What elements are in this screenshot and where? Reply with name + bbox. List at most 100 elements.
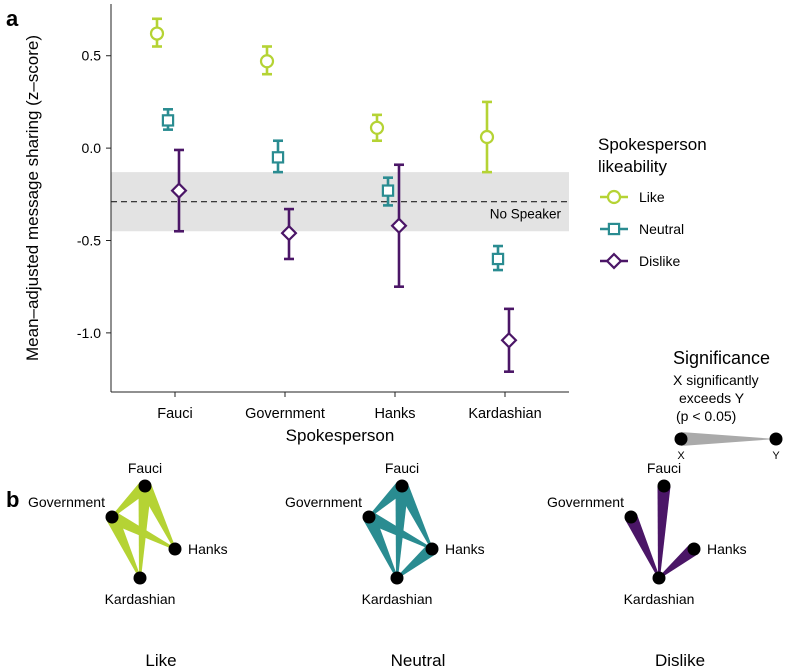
network-title-like: Like	[145, 651, 176, 670]
edge-government-kardashian	[625, 514, 660, 579]
legend-entry-dislike: Dislike	[600, 252, 680, 270]
point-dislike-fauci	[170, 148, 188, 233]
y-tick-label: 0.5	[82, 48, 102, 64]
point-dislike-government	[280, 207, 298, 261]
likeability-legend: Spokesperson likeability Like Neutral Disl…	[598, 135, 707, 270]
no-speaker-label: No Speaker	[490, 207, 562, 222]
panel-label-a: a	[6, 6, 19, 31]
x-tick-label: Fauci	[157, 406, 192, 422]
edge-government-hanks	[109, 511, 176, 550]
node-hanks	[687, 542, 701, 556]
point-like-kardashian	[479, 100, 495, 174]
significance-node-x	[674, 432, 688, 446]
node-hanks	[425, 542, 439, 556]
node-government	[105, 510, 119, 524]
square-marker	[271, 151, 285, 164]
node-label-hanks: Hanks	[707, 541, 747, 557]
diamond-marker	[500, 331, 518, 349]
legend-title-line1: Spokesperson	[598, 135, 707, 154]
y-tick-label: -0.5	[77, 232, 101, 248]
x-tick-label: Hanks	[374, 406, 415, 422]
node-kardashian	[652, 571, 666, 585]
node-fauci	[395, 479, 409, 493]
node-government	[362, 510, 376, 524]
node-kardashian	[133, 571, 147, 585]
circle-marker	[479, 129, 495, 145]
network-neutral: Fauci Government Hanks Kardashian Neutral	[285, 460, 485, 670]
y-axis-title: Mean–adjusted message sharing (z–score)	[23, 35, 42, 361]
significance-line2: exceeds Y	[679, 390, 745, 406]
panel-a-plot: No Speaker -1.0 -0.5 0.0 0.5 Fauci Governmen…	[23, 4, 569, 445]
legend-entry-label: Neutral	[639, 221, 684, 237]
network-title-dislike: Dislike	[655, 651, 705, 670]
network-title-neutral: Neutral	[391, 651, 446, 670]
network-dislike: Fauci Government Hanks Kardashian Dislike	[547, 460, 747, 670]
diamond-marker	[170, 182, 188, 200]
significance-title: Significance	[673, 348, 770, 368]
node-label-kardashian: Kardashian	[624, 591, 695, 607]
significance-wedge	[681, 432, 776, 446]
square-marker	[161, 114, 175, 127]
significance-node-y	[769, 432, 783, 446]
x-tick-label: Kardashian	[468, 406, 541, 422]
point-like-hanks	[369, 113, 385, 143]
legend-entry-label: Dislike	[639, 253, 680, 269]
legend-entry-label: Like	[639, 189, 665, 205]
legend-entry-neutral: Neutral	[600, 221, 684, 237]
point-neutral-government	[271, 139, 285, 174]
edge-government-kardashian	[363, 514, 398, 579]
node-fauci	[657, 479, 671, 493]
node-label-fauci: Fauci	[385, 460, 419, 476]
panel-label-b: b	[6, 487, 19, 512]
point-dislike-kardashian	[500, 307, 518, 373]
node-fauci	[138, 479, 152, 493]
node-hanks	[168, 542, 182, 556]
point-neutral-fauci	[161, 108, 175, 131]
node-label-fauci: Fauci	[128, 460, 162, 476]
diamond-marker	[280, 224, 298, 242]
square-marker	[381, 184, 395, 197]
x-tick-label: Government	[245, 406, 325, 422]
point-like-fauci	[149, 17, 165, 48]
network-like: Fauci Government Hanks Kardashian Like	[28, 460, 228, 670]
legend-diamond-marker	[605, 252, 623, 270]
edge-hanks-kardashian	[658, 543, 699, 579]
legend-circle-marker	[606, 189, 622, 205]
point-neutral-kardashian	[491, 244, 505, 272]
node-label-kardashian: Kardashian	[105, 591, 176, 607]
panel-b-networks: Fauci Government Hanks Kardashian Like Fauci G…	[28, 460, 747, 670]
x-axis-title: Spokesperson	[286, 426, 395, 445]
significance-y-label: Y	[772, 450, 780, 462]
edge-hanks-kardashian	[396, 543, 437, 579]
edge-government-hanks	[366, 511, 433, 550]
circle-marker	[149, 26, 165, 41]
significance-legend: Significance X significantly exceeds Y (…	[673, 348, 783, 462]
legend-title-line2: likeability	[598, 157, 667, 176]
edge-government-kardashian	[106, 514, 141, 579]
node-kardashian	[390, 571, 404, 585]
y-tick-label: -1.0	[77, 325, 101, 341]
y-tick-label: 0.0	[82, 140, 102, 156]
significance-x-label: X	[677, 450, 685, 462]
node-label-kardashian: Kardashian	[362, 591, 433, 607]
node-label-fauci: Fauci	[647, 460, 681, 476]
square-marker	[491, 252, 505, 266]
node-label-government: Government	[285, 494, 362, 510]
point-like-government	[259, 45, 275, 76]
node-government	[624, 510, 638, 524]
diamond-marker	[390, 217, 408, 235]
legend-entry-like: Like	[600, 189, 665, 205]
node-label-government: Government	[28, 494, 105, 510]
significance-line1: X significantly	[673, 372, 759, 388]
point-dislike-hanks	[390, 163, 408, 288]
circle-marker	[369, 120, 385, 135]
node-label-hanks: Hanks	[445, 541, 485, 557]
node-label-hanks: Hanks	[188, 541, 228, 557]
edge-fauci-kardashian	[657, 485, 671, 579]
circle-marker	[259, 54, 275, 69]
legend-square-marker	[607, 222, 621, 236]
node-label-government: Government	[547, 494, 624, 510]
point-neutral-hanks	[381, 176, 395, 207]
significance-line3: (p < 0.05)	[676, 408, 736, 424]
